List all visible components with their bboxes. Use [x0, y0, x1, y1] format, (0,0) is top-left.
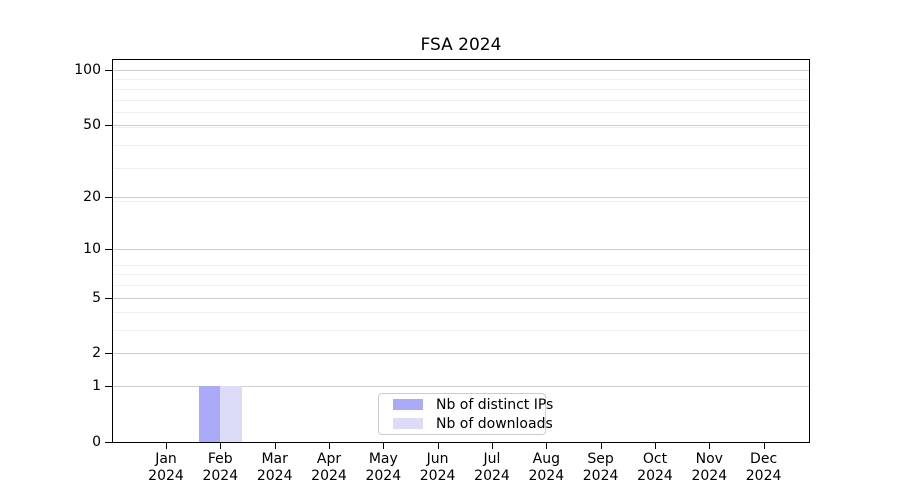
legend: Nb of distinct IPs Nb of downloads — [378, 393, 553, 435]
gridline-minor — [113, 167, 809, 169]
gridline-minor — [113, 264, 809, 266]
x-tick-label-year: 2024 — [256, 468, 293, 484]
y-tick — [105, 196, 113, 198]
x-tick-label-month: May — [368, 451, 398, 467]
x-tick-label-month: Apr — [316, 451, 342, 467]
gridline-major — [113, 386, 809, 388]
gridline-minor — [113, 312, 809, 314]
x-tick — [437, 442, 439, 449]
x-tick-label-year: 2024 — [637, 468, 673, 484]
y-tick-label: 20 — [83, 188, 101, 205]
x-tick-label-year: 2024 — [745, 468, 782, 484]
gridline-minor — [113, 88, 809, 90]
legend-swatch-downloads — [393, 418, 423, 429]
x-tick-label-month: Jan — [155, 451, 177, 467]
y-tick — [105, 297, 113, 299]
legend-swatch-distinct-ips — [393, 399, 423, 410]
gridline-major — [113, 70, 809, 71]
x-tick — [166, 442, 167, 449]
gridline-major — [113, 297, 809, 299]
x-tick-label: Jul 2024 — [460, 451, 524, 485]
gridline-minor — [113, 330, 809, 332]
x-tick-label-year: 2024 — [148, 468, 184, 484]
y-tick-label: 2 — [92, 345, 101, 362]
y-tick-label: 5 — [92, 289, 101, 306]
bar-distinct-ips — [198, 386, 221, 442]
x-tick — [709, 442, 711, 449]
gridline-minor — [113, 99, 809, 101]
legend-label-downloads: Nb of downloads — [436, 415, 553, 432]
gridline-minor — [113, 112, 809, 113]
x-tick-label: Jan 2024 — [134, 451, 198, 485]
y-tick-label: 0 — [92, 434, 101, 450]
y-tick — [105, 353, 113, 355]
bar-downloads — [220, 386, 242, 442]
x-tick-label-year: 2024 — [202, 468, 239, 484]
gridline-minor — [113, 79, 809, 81]
x-tick — [655, 442, 656, 449]
gridline-minor — [113, 126, 809, 128]
x-tick-label: Mar 2024 — [243, 451, 307, 485]
x-tick — [274, 442, 276, 449]
x-tick — [763, 442, 765, 449]
y-tick-label: 1 — [92, 378, 101, 395]
y-tick — [105, 386, 113, 388]
x-tick — [546, 442, 548, 449]
y-tick — [105, 442, 113, 443]
x-tick-label-year: 2024 — [691, 468, 728, 484]
gridline-minor — [113, 144, 809, 146]
x-tick-label-month: Nov — [695, 451, 723, 467]
x-tick — [600, 442, 602, 449]
x-tick-label-year: 2024 — [365, 468, 402, 484]
x-tick — [492, 442, 493, 449]
gridline-major — [113, 248, 809, 250]
x-tick-label: Oct 2024 — [623, 451, 687, 485]
x-tick-label-month: Mar — [261, 451, 288, 467]
legend-row-distinct-ips: Nb of distinct IPs — [387, 397, 553, 413]
x-tick — [329, 442, 330, 449]
gridline-major — [113, 125, 809, 127]
y-tick — [105, 125, 113, 127]
y-tick-label: 50 — [83, 117, 101, 134]
x-tick-label-month: Jun — [426, 451, 449, 467]
x-tick-label: Jun 2024 — [406, 451, 470, 485]
legend-label-distinct-ips: Nb of distinct IPs — [436, 396, 554, 413]
x-tick-label: May 2024 — [351, 451, 415, 485]
x-tick-label-month: Feb — [207, 451, 233, 467]
x-tick-label-year: 2024 — [419, 468, 456, 484]
gridline-minor — [113, 274, 809, 276]
x-tick-label-year: 2024 — [311, 468, 347, 484]
gridline-major — [113, 353, 809, 355]
x-tick-label-year: 2024 — [528, 468, 565, 484]
x-tick-label: Feb 2024 — [188, 451, 252, 485]
x-tick-label-month: Aug — [532, 451, 560, 467]
x-tick-label: Nov 2024 — [677, 451, 741, 485]
x-tick-label-year: 2024 — [474, 468, 510, 484]
x-tick-label-month: Dec — [750, 451, 778, 467]
x-tick-label-month: Sep — [587, 451, 614, 467]
x-tick-label: Aug 2024 — [514, 451, 578, 485]
x-tick-label-month: Jul — [483, 451, 501, 467]
plot-area: Nb of distinct IPs Nb of downloads 0 1 2 5 1… — [74, 59, 810, 484]
x-tick — [383, 442, 385, 449]
chart-title: FSA 2024 — [420, 35, 502, 55]
x-tick — [220, 442, 222, 449]
y-tick-label: 10 — [83, 240, 101, 257]
y-tick — [105, 248, 113, 250]
x-tick-label-year: 2024 — [582, 468, 619, 484]
legend-row-downloads: Nb of downloads — [387, 416, 553, 432]
x-tick-label: Apr 2024 — [297, 451, 361, 485]
x-tick-label: Dec 2024 — [732, 451, 796, 485]
y-tick-label: 100 — [74, 62, 101, 78]
gridline-minor — [113, 200, 809, 202]
gridline-major — [113, 196, 809, 198]
x-tick-label-month: Oct — [642, 451, 668, 467]
gridline-minor — [113, 285, 809, 287]
x-tick-label: Sep 2024 — [569, 451, 633, 485]
y-tick — [105, 70, 113, 71]
